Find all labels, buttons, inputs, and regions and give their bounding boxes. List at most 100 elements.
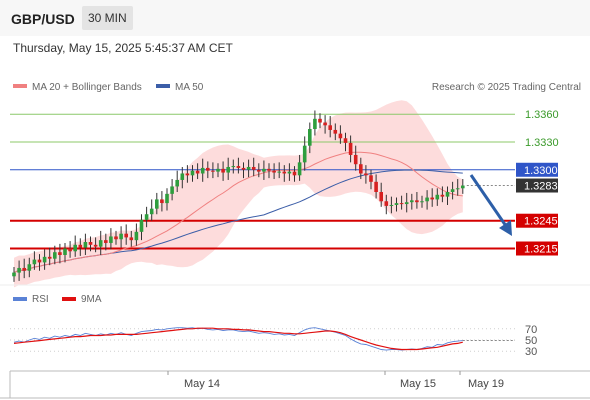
ma50-legend-label: MA 50 — [175, 82, 204, 93]
candle-body — [364, 173, 368, 176]
bollinger-band-area — [14, 100, 463, 288]
rsi9-legend-label: 9MA — [81, 294, 102, 305]
candle-body — [124, 233, 128, 238]
candle-body — [308, 129, 312, 146]
ma20-line — [13, 151, 463, 274]
candle-body — [282, 171, 287, 174]
rsi-line — [13, 327, 463, 351]
rsi-9ma-line — [13, 327, 463, 351]
candle-body — [32, 259, 37, 265]
candle-body — [68, 248, 72, 252]
source-credit: Research © 2025 Trading Central — [432, 82, 581, 93]
ma50-legend-swatch — [156, 84, 170, 88]
candle-body — [277, 171, 281, 173]
candle-body — [420, 201, 424, 203]
candle-body — [175, 179, 179, 187]
candle-body — [139, 219, 144, 232]
candle-body — [134, 231, 139, 241]
timeframe-selector[interactable]: 30 MIN — [82, 6, 133, 30]
candle-body — [185, 173, 190, 176]
moving-averages — [13, 151, 463, 274]
candle-body — [144, 214, 149, 220]
bollinger-bands — [14, 100, 463, 288]
candle-body — [73, 244, 77, 252]
candle-body — [200, 167, 205, 174]
candle-body — [83, 242, 88, 248]
candle-body — [63, 248, 67, 255]
candle-body — [262, 168, 266, 172]
candle-body — [155, 199, 159, 209]
candle-body — [399, 203, 404, 205]
candle-body — [98, 240, 103, 247]
level-label-1.3300: 1.3300 — [524, 165, 558, 177]
time-axis: May 14 May 15 May 19 — [167, 371, 504, 390]
candle-body — [190, 170, 195, 176]
forecast-arrow — [469, 174, 512, 236]
candle-body — [287, 171, 292, 174]
candle-body — [430, 197, 434, 200]
candle-body — [389, 204, 394, 206]
time-label-1: May 15 — [400, 378, 436, 390]
candle-body — [425, 197, 429, 202]
candle-body — [297, 162, 302, 176]
level-label-1.3360: 1.3360 — [525, 109, 559, 121]
candle-body — [379, 192, 383, 202]
candle-body — [47, 256, 52, 259]
candle-body — [149, 208, 154, 215]
candle-body — [42, 256, 47, 263]
time-label-2: May 19 — [468, 378, 504, 390]
candle-body — [415, 200, 419, 203]
candle-body — [374, 181, 378, 192]
rsi-tick-30: 30 — [525, 346, 537, 358]
rsi-legend-label: RSI — [32, 294, 49, 305]
candle-body — [318, 118, 322, 123]
candle-body — [369, 175, 373, 182]
candle-body — [58, 252, 62, 255]
candle-body — [435, 194, 440, 200]
candle-body — [384, 201, 389, 206]
candle-body — [450, 189, 455, 192]
rsi-tick-50: 50 — [525, 335, 537, 347]
candle-body — [180, 173, 185, 180]
candle-body — [440, 194, 445, 197]
candle-body — [226, 166, 230, 173]
candle-body — [348, 142, 353, 155]
chart-header: GBP/USD 30 MIN — [0, 0, 590, 36]
candle-body — [323, 122, 327, 126]
candle-body — [53, 252, 57, 259]
candle-body — [338, 133, 343, 139]
candle-body — [78, 244, 83, 248]
candle-body — [22, 267, 26, 271]
candle-body — [251, 166, 256, 170]
candle-body — [246, 166, 251, 170]
candle-body — [129, 237, 134, 241]
rsi-tick-70: 70 — [525, 324, 537, 336]
level-label-1.3330: 1.3330 — [525, 137, 559, 149]
level-tag-1.3215 — [516, 241, 558, 256]
candle-body — [445, 192, 450, 197]
candle-body — [17, 267, 21, 273]
candle-body — [160, 199, 164, 204]
candle-body — [359, 164, 363, 174]
candle-body — [195, 170, 200, 174]
candle-body — [88, 242, 93, 245]
level-label-1.3215: 1.3215 — [524, 244, 558, 256]
symbol-title: GBP/USD — [11, 11, 75, 27]
candle-body — [328, 125, 332, 130]
candle-body — [394, 203, 399, 205]
candle-body — [272, 170, 276, 173]
rsi-legend-swatch — [13, 297, 27, 301]
candle-body — [455, 188, 460, 190]
candle-body — [353, 154, 358, 165]
level-tag-1.3245 — [516, 213, 558, 228]
candle-body — [313, 118, 317, 130]
level-tag-1.3283 — [516, 178, 558, 193]
candle-body — [221, 168, 225, 173]
candle-body — [236, 166, 241, 168]
candle-body — [216, 168, 220, 172]
rsi9-legend-swatch — [62, 297, 76, 301]
level-tag-1.3300 — [516, 162, 558, 177]
candle-body — [333, 129, 338, 134]
